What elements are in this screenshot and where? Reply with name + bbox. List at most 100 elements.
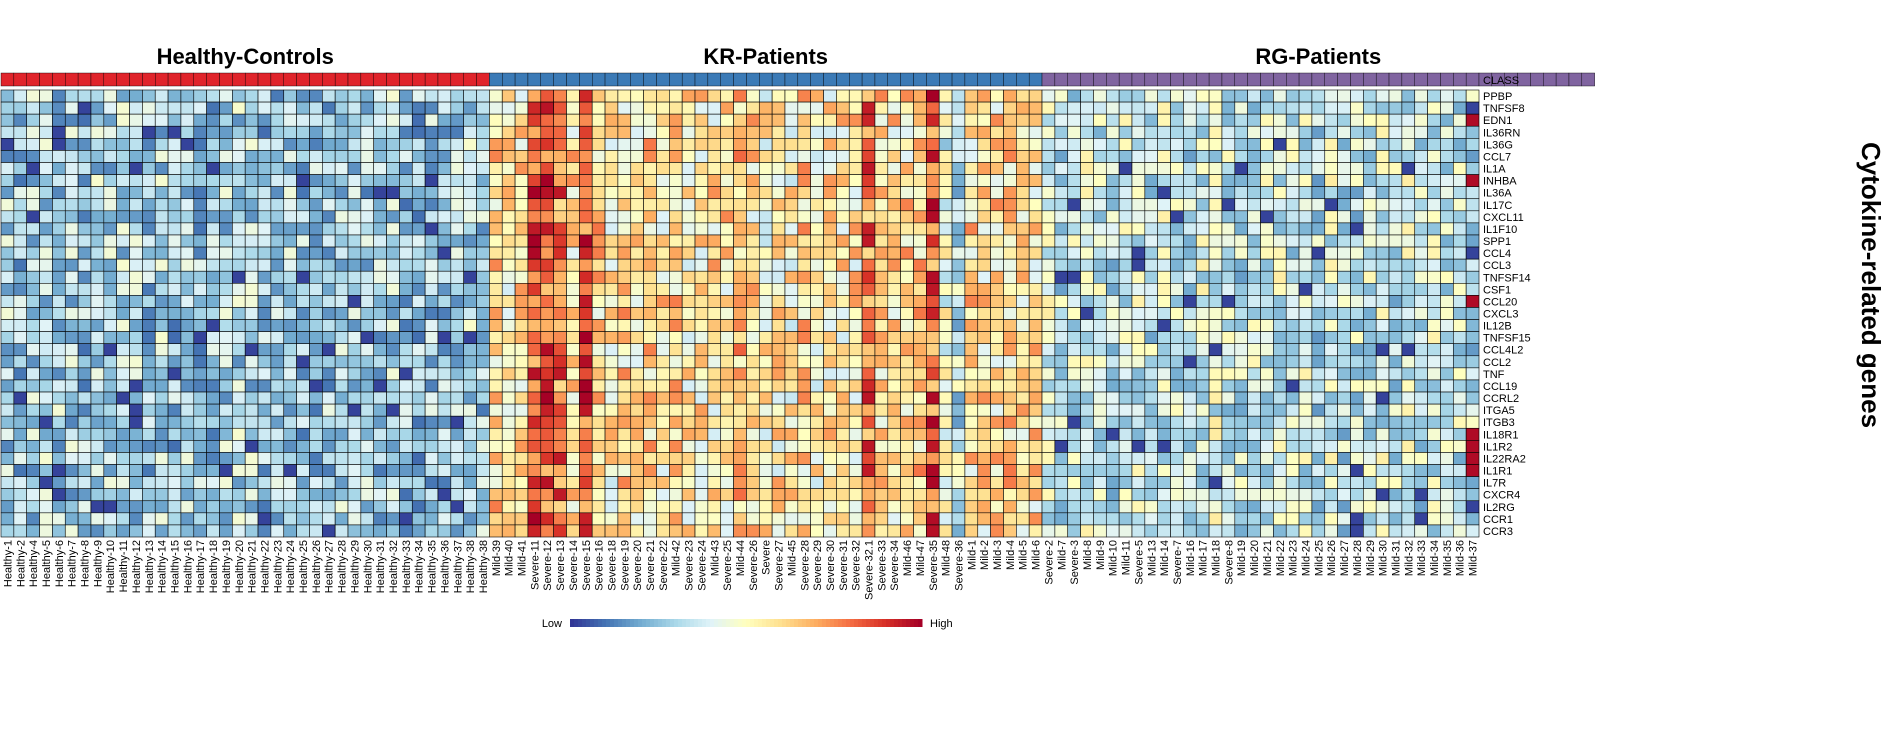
heatmap-cell xyxy=(450,258,464,272)
heatmap-cell xyxy=(26,162,40,175)
heatmap-cell xyxy=(411,391,426,405)
heatmap-cell xyxy=(990,222,1004,236)
heatmap-cell xyxy=(579,512,593,526)
heatmap-cell xyxy=(1388,222,1403,236)
heatmap-cell xyxy=(617,391,632,405)
heatmap-cell xyxy=(643,403,657,417)
heatmap-cell xyxy=(219,222,233,236)
heatmap-cell xyxy=(1337,174,1351,187)
heatmap-cell xyxy=(193,476,207,489)
heatmap-cell xyxy=(553,258,567,272)
heatmap-cell xyxy=(334,403,349,417)
heatmap-cell xyxy=(848,270,863,284)
heatmap-cell xyxy=(90,319,105,332)
heatmap-cell xyxy=(1208,379,1223,393)
heatmap-cell xyxy=(514,150,529,163)
heatmap-cell xyxy=(1337,246,1351,260)
heatmap-cell xyxy=(1144,367,1158,381)
heatmap-cell xyxy=(771,367,786,381)
heatmap-cell xyxy=(1080,343,1094,357)
heatmap-cell xyxy=(1427,319,1441,332)
heatmap-cell xyxy=(1375,162,1390,175)
heatmap-cell xyxy=(1131,500,1146,514)
legend-swatch xyxy=(610,619,615,627)
heatmap-cell xyxy=(424,391,439,405)
heatmap-cell xyxy=(1375,282,1390,296)
heatmap-cell xyxy=(219,415,233,429)
heatmap-cell xyxy=(1260,476,1274,489)
heatmap-cell xyxy=(64,319,79,332)
heatmap-cell xyxy=(1375,464,1390,477)
heatmap-cell xyxy=(694,125,709,139)
heatmap-cell xyxy=(514,403,529,417)
heatmap-cell xyxy=(1003,403,1017,417)
heatmap-cell xyxy=(553,198,567,212)
heatmap-cell xyxy=(656,234,670,248)
heatmap-cell xyxy=(630,125,644,139)
heatmap-cell xyxy=(1375,174,1390,187)
heatmap-cell xyxy=(694,282,709,296)
heatmap-cell xyxy=(283,367,297,381)
heatmap-cell xyxy=(1273,500,1287,514)
heatmap-cell xyxy=(643,319,657,332)
heatmap-cell xyxy=(360,246,375,260)
heatmap-cell xyxy=(1247,488,1261,502)
heatmap-cell xyxy=(1453,270,1467,284)
heatmap-cell xyxy=(437,488,452,502)
heatmap-cell xyxy=(1324,379,1338,393)
heatmap-cell xyxy=(836,246,850,260)
heatmap-cell xyxy=(1273,307,1287,320)
heatmap-cell xyxy=(784,198,799,212)
heatmap-cell xyxy=(784,307,799,320)
heatmap-cell xyxy=(1260,89,1274,103)
heatmap-cell xyxy=(1247,403,1261,417)
heatmap-cell xyxy=(733,150,747,163)
heatmap-cell xyxy=(142,295,156,308)
heatmap-cell xyxy=(77,464,92,477)
heatmap-cell xyxy=(900,222,914,236)
heatmap-cell xyxy=(129,476,143,489)
heatmap-cell xyxy=(951,403,966,417)
heatmap-cell xyxy=(1067,476,1081,489)
heatmap-cell xyxy=(154,210,169,224)
heatmap-cell xyxy=(1208,234,1223,248)
heatmap-cell xyxy=(1260,198,1274,212)
heatmap-cell xyxy=(39,488,53,502)
heatmap-cell xyxy=(1067,295,1081,308)
heatmap-cell xyxy=(771,307,786,320)
legend-swatch xyxy=(842,619,847,627)
heatmap-cell xyxy=(1093,246,1107,260)
column-label: Severe-13 xyxy=(555,540,567,591)
heatmap-cell xyxy=(296,319,310,332)
heatmap-cell xyxy=(1311,391,1326,405)
heatmap-cell xyxy=(1170,379,1184,393)
heatmap-cell xyxy=(1337,162,1351,175)
heatmap-cell xyxy=(386,198,400,212)
heatmap-cell xyxy=(180,234,195,248)
heatmap-cell xyxy=(810,125,824,139)
heatmap-cell xyxy=(1260,258,1274,272)
heatmap-cell xyxy=(1067,403,1081,417)
heatmap-cell xyxy=(900,512,914,526)
heatmap-cell xyxy=(1080,415,1094,429)
heatmap-cell xyxy=(1131,464,1146,477)
heatmap-cell xyxy=(501,101,516,115)
heatmap-cell xyxy=(232,162,246,175)
heatmap-cell xyxy=(1453,427,1467,441)
heatmap-cell xyxy=(1003,222,1017,236)
heatmap-cell xyxy=(476,427,490,441)
heatmap-cell xyxy=(1273,524,1287,538)
heatmap-cell xyxy=(823,246,837,260)
heatmap-cell xyxy=(758,355,773,369)
heatmap-cell xyxy=(411,138,426,151)
heatmap-cell xyxy=(64,379,79,393)
heatmap-cell xyxy=(77,452,92,465)
heatmap-cell xyxy=(861,89,876,103)
class-bar-segment xyxy=(116,72,130,87)
heatmap-cell xyxy=(1067,452,1081,465)
column-label: Mild-3 xyxy=(992,540,1004,570)
heatmap-cell xyxy=(964,210,979,224)
heatmap-cell xyxy=(296,234,310,248)
heatmap-cell xyxy=(617,512,632,526)
heatmap-cell xyxy=(64,150,79,163)
